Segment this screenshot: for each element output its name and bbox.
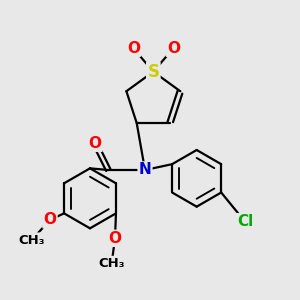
Text: Cl: Cl [237, 214, 253, 229]
Text: CH₃: CH₃ [18, 233, 45, 247]
Text: CH₃: CH₃ [98, 257, 125, 270]
Text: N: N [139, 163, 152, 178]
Text: O: O [109, 231, 122, 246]
Text: O: O [88, 136, 101, 151]
Text: S: S [147, 63, 159, 81]
Text: O: O [44, 212, 56, 227]
Text: O: O [167, 41, 180, 56]
Text: O: O [127, 41, 140, 56]
